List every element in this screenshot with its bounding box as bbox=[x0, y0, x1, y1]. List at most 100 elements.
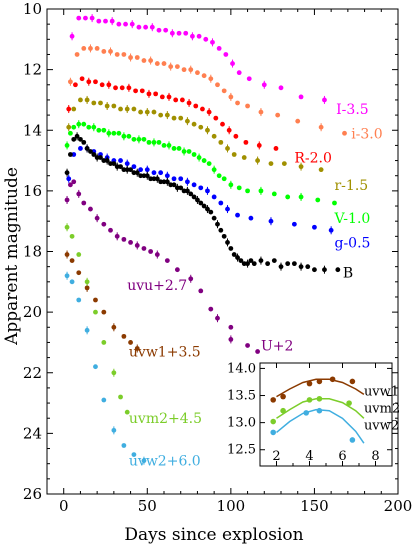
data-point bbox=[228, 324, 234, 330]
data-point bbox=[69, 279, 75, 285]
data-point bbox=[141, 173, 147, 179]
inset-data-point bbox=[270, 418, 277, 425]
data-point bbox=[121, 167, 127, 173]
data-point bbox=[195, 197, 200, 203]
data-point bbox=[68, 152, 73, 157]
data-point bbox=[176, 146, 182, 151]
data-point bbox=[69, 233, 75, 239]
data-point bbox=[151, 170, 157, 176]
data-point bbox=[131, 106, 137, 112]
data-point bbox=[164, 258, 170, 263]
data-point bbox=[181, 67, 187, 73]
y-tick-label: 22 bbox=[23, 364, 42, 382]
data-point bbox=[265, 261, 271, 267]
inset-data-point bbox=[316, 395, 323, 402]
data-point bbox=[158, 170, 164, 176]
data-point bbox=[64, 252, 70, 257]
data-point bbox=[64, 197, 70, 203]
data-point bbox=[231, 152, 237, 157]
data-point bbox=[208, 209, 214, 215]
data-point bbox=[134, 346, 140, 351]
inset-data-point bbox=[346, 400, 352, 406]
data-point bbox=[169, 30, 175, 36]
data-point bbox=[198, 124, 204, 130]
data-point bbox=[104, 103, 110, 109]
data-point bbox=[275, 112, 281, 118]
data-point bbox=[68, 182, 73, 188]
data-point bbox=[111, 130, 117, 136]
data-point bbox=[86, 79, 92, 85]
data-point bbox=[258, 258, 264, 263]
data-point bbox=[93, 79, 98, 85]
data-point bbox=[216, 173, 222, 179]
data-point bbox=[76, 270, 82, 276]
data-point bbox=[64, 273, 70, 279]
data-point bbox=[118, 164, 123, 170]
data-point bbox=[191, 194, 197, 200]
y-axis-label: Apparent magnitude bbox=[2, 167, 22, 346]
data-point bbox=[111, 324, 117, 330]
data-point bbox=[171, 176, 177, 182]
data-point bbox=[228, 337, 234, 342]
data-point bbox=[246, 76, 252, 82]
data-point bbox=[124, 106, 130, 112]
data-point bbox=[201, 203, 207, 209]
data-point bbox=[238, 258, 244, 263]
inset-series-label: uvw2 bbox=[364, 418, 399, 433]
y-tick-label: 24 bbox=[23, 424, 42, 442]
data-point bbox=[215, 315, 220, 321]
series-uvw2-6-0 bbox=[64, 271, 147, 465]
x-axis-label: Days since explosion bbox=[124, 525, 303, 545]
data-point bbox=[123, 21, 128, 27]
data-point bbox=[124, 167, 130, 173]
data-point bbox=[188, 191, 194, 197]
data-point bbox=[121, 133, 127, 139]
data-point bbox=[198, 288, 204, 294]
data-point bbox=[228, 246, 234, 251]
data-point bbox=[121, 236, 127, 242]
data-point bbox=[81, 200, 87, 206]
data-point bbox=[113, 85, 118, 91]
data-point bbox=[154, 61, 160, 66]
data-point bbox=[298, 194, 304, 200]
data-point bbox=[218, 227, 224, 233]
data-point bbox=[116, 21, 122, 27]
data-point bbox=[228, 182, 234, 188]
data-point bbox=[198, 200, 204, 206]
data-point bbox=[151, 109, 157, 115]
data-point bbox=[211, 133, 217, 139]
data-point bbox=[131, 452, 137, 457]
data-point bbox=[268, 218, 274, 224]
data-point bbox=[318, 124, 324, 130]
data-point bbox=[94, 46, 100, 51]
data-point bbox=[131, 170, 137, 176]
y-tick-label: 14 bbox=[23, 121, 42, 139]
data-point bbox=[198, 185, 204, 191]
inset-y-tick-label: 13.5 bbox=[227, 389, 256, 404]
data-point bbox=[101, 340, 107, 345]
data-point bbox=[226, 127, 232, 133]
data-point bbox=[144, 109, 150, 115]
data-point bbox=[106, 130, 112, 136]
data-point bbox=[126, 85, 132, 91]
data-point bbox=[258, 109, 264, 115]
data-point bbox=[225, 146, 230, 151]
data-point bbox=[151, 176, 157, 182]
data-point bbox=[114, 233, 120, 239]
data-point bbox=[256, 143, 262, 148]
data-point bbox=[69, 258, 75, 263]
data-point bbox=[101, 309, 107, 315]
data-point bbox=[185, 179, 190, 185]
inset-data-point bbox=[329, 376, 336, 383]
data-point bbox=[71, 179, 77, 185]
data-point bbox=[285, 261, 291, 267]
series-label: U+2 bbox=[261, 338, 293, 354]
data-point bbox=[91, 124, 97, 130]
data-point bbox=[312, 224, 317, 230]
data-point bbox=[148, 249, 154, 254]
data-point bbox=[208, 306, 214, 312]
data-point bbox=[245, 103, 250, 109]
data-point bbox=[144, 167, 150, 173]
data-point bbox=[206, 161, 212, 166]
data-point bbox=[236, 185, 242, 191]
